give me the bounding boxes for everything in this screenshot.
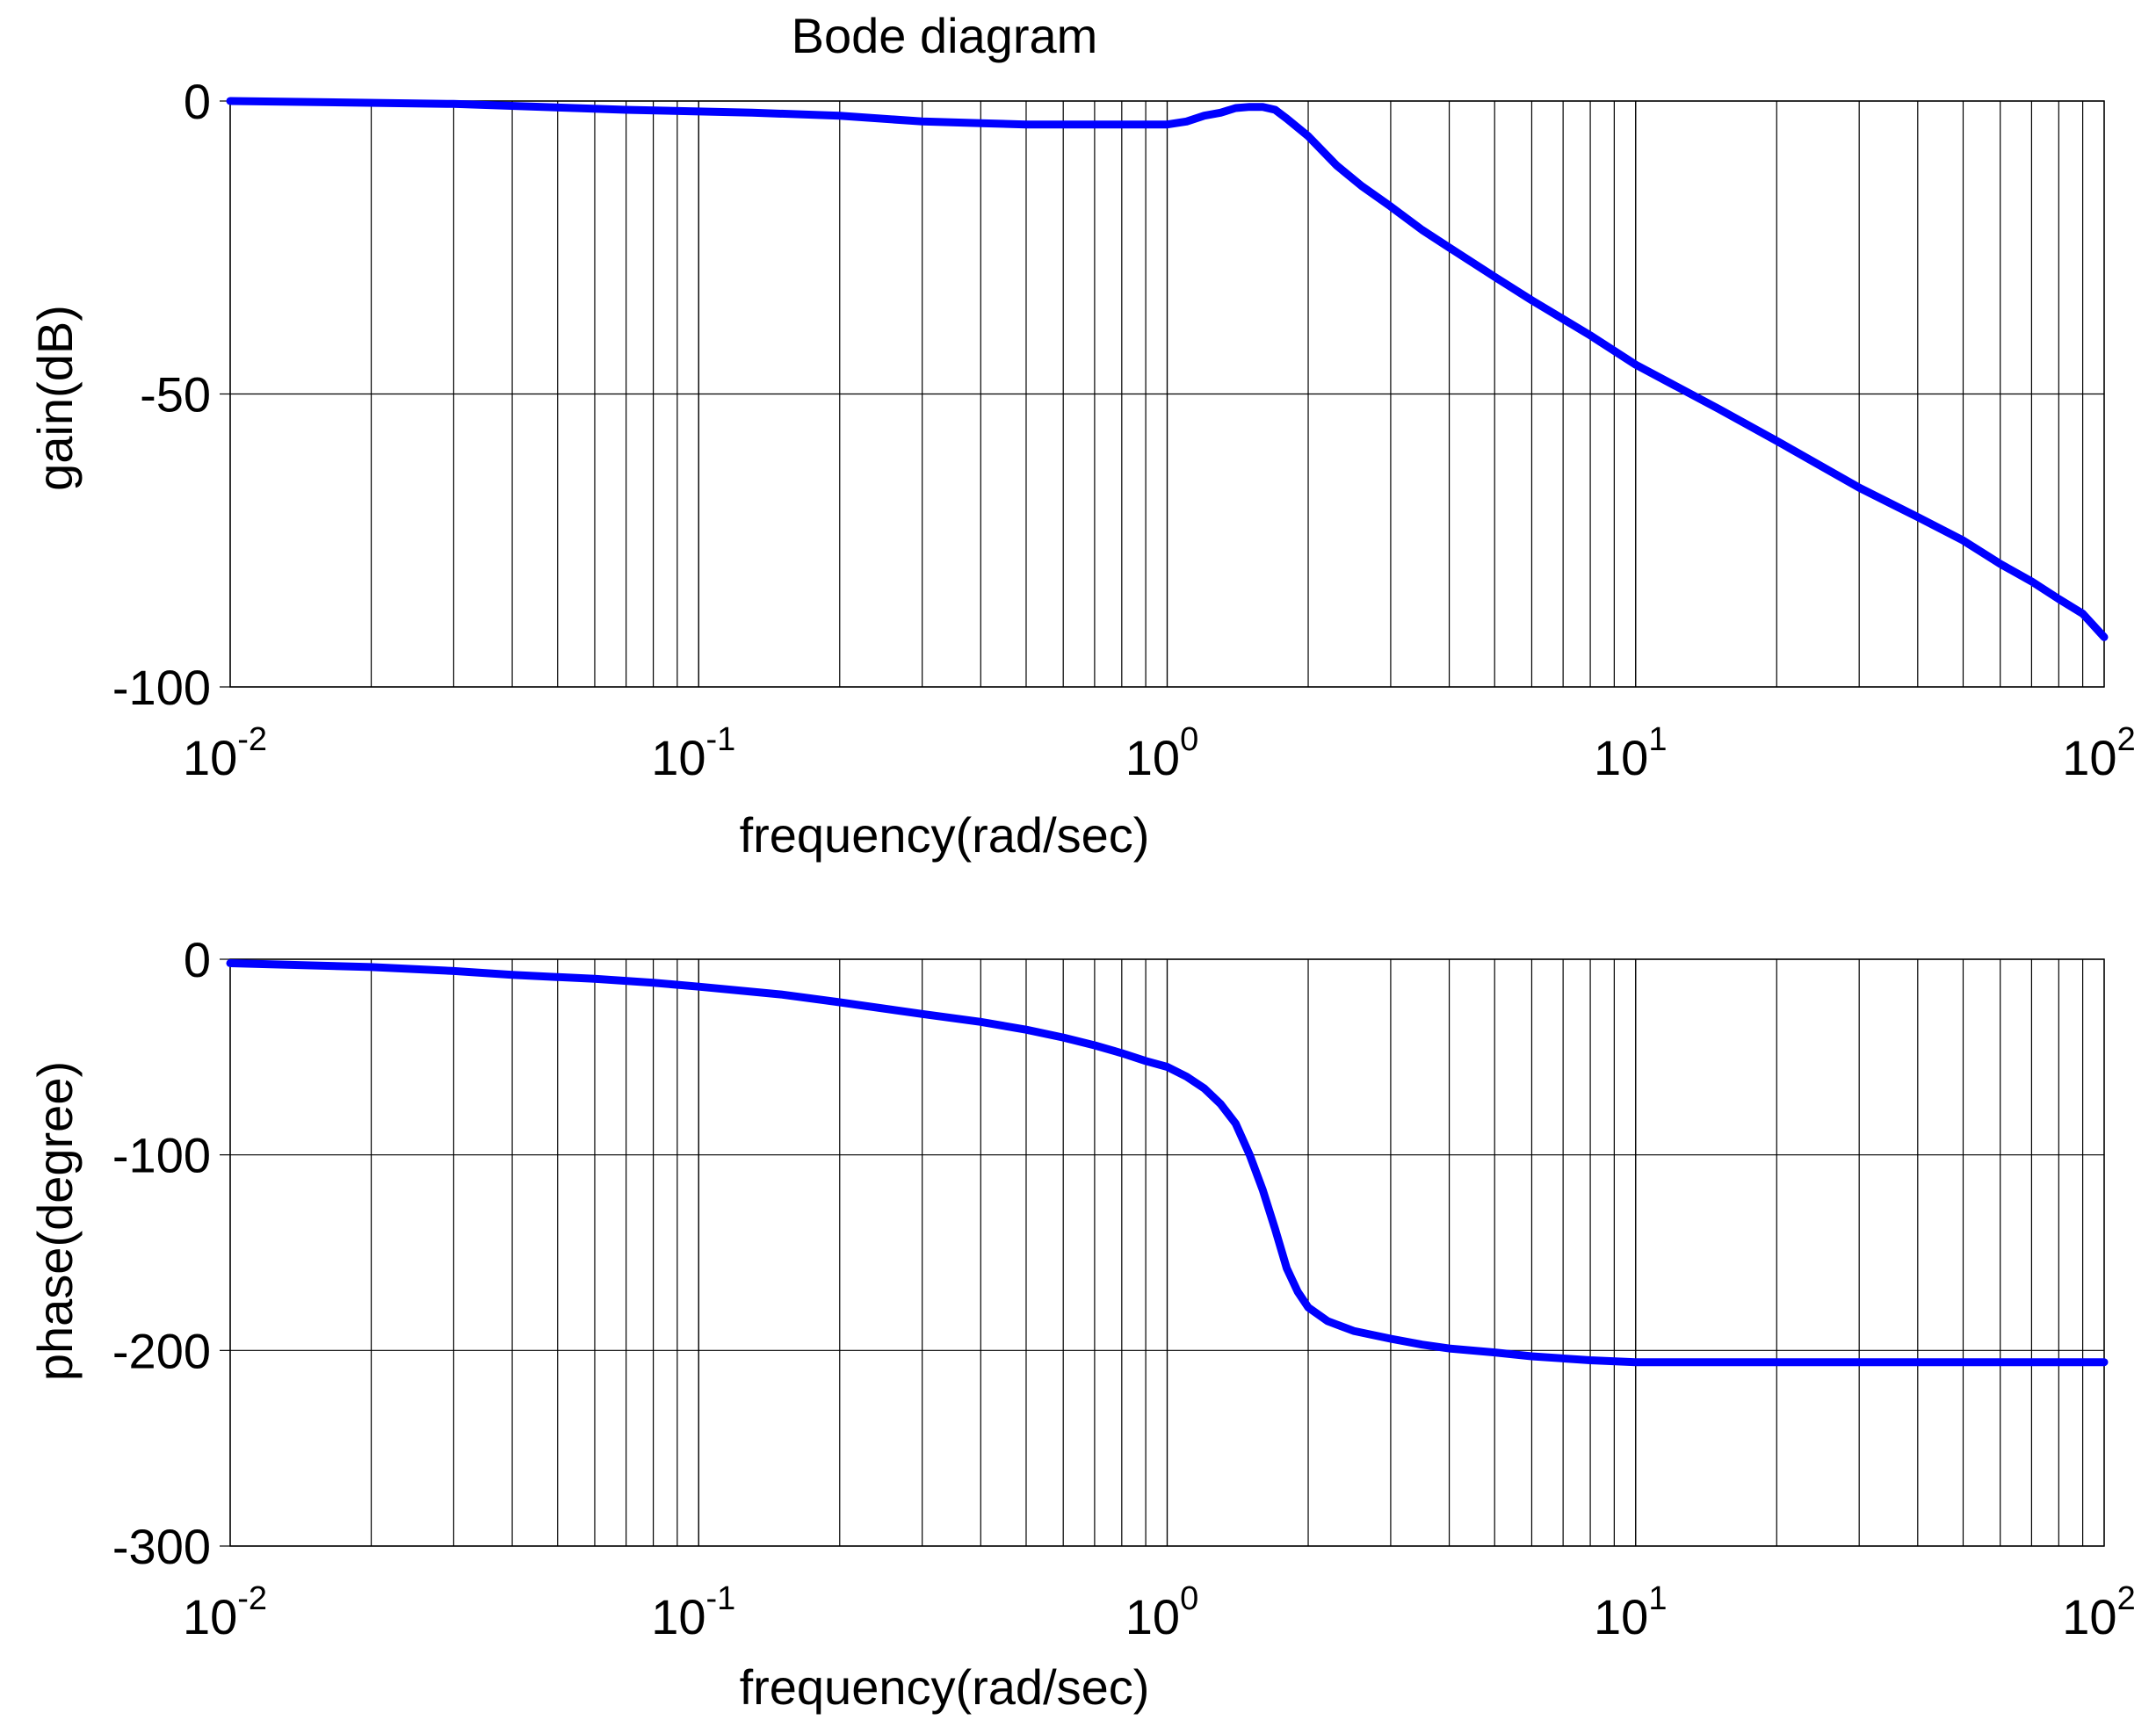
phase-y-axis-label: phase(degree) (27, 1061, 83, 1381)
gain-y-tick-label: 0 (184, 74, 211, 129)
gain-x-ticks: 10-2 10-1 100 101 102 (183, 721, 2136, 785)
gain-y-tick-label: -100 (112, 660, 211, 715)
phase-axes-frame (229, 958, 2105, 1547)
phase-y-tick-label: -100 (112, 1128, 211, 1183)
phase-x-tick-label: 10-2 (183, 1580, 267, 1644)
gain-axes-frame (229, 100, 2105, 688)
chart-title: Bode diagram (792, 8, 1098, 63)
gain-x-tick-label: 102 (2062, 721, 2135, 785)
phase-y-tick-label: -200 (112, 1323, 211, 1378)
phase-y-tick-label: -300 (112, 1519, 211, 1574)
phase-y-tick-label: 0 (184, 932, 211, 987)
gain-series-line (226, 97, 2109, 641)
phase-y-ticks: 0 -100 -200 -300 (112, 932, 230, 1574)
phase-plot: 0 -100 -200 -300 10-2 10-1 100 101 102 frequenc… (27, 932, 2136, 1715)
phase-series-line (226, 959, 2109, 1367)
phase-x-axis-label: frequency(rad/sec) (740, 1659, 1150, 1715)
gain-grid (229, 100, 2105, 688)
gain-y-axis-label: gain(dB) (27, 305, 83, 491)
gain-plot: Bode diagram 0-50-100 10-2 10-1 100 101 102 … (27, 8, 2136, 863)
phase-x-ticks: 10-2 10-1 100 101 102 (183, 1580, 2136, 1644)
phase-x-tick-label: 101 (1594, 1580, 1667, 1644)
gain-x-axis-label: frequency(rad/sec) (740, 807, 1150, 863)
gain-x-tick-label: 10-1 (651, 721, 735, 785)
gain-x-tick-label: 100 (1125, 721, 1198, 785)
gain-y-ticks: 0 -50 -100 (112, 74, 230, 715)
phase-x-tick-label: 100 (1125, 1580, 1198, 1644)
gain-x-tick-label: 101 (1594, 721, 1667, 785)
phase-x-tick-label: 10-1 (651, 1580, 735, 1644)
gain-x-tick-label: 10-2 (183, 721, 267, 785)
gain-y-tick-label: -50 (140, 367, 211, 423)
phase-x-tick-label: 102 (2062, 1580, 2135, 1644)
